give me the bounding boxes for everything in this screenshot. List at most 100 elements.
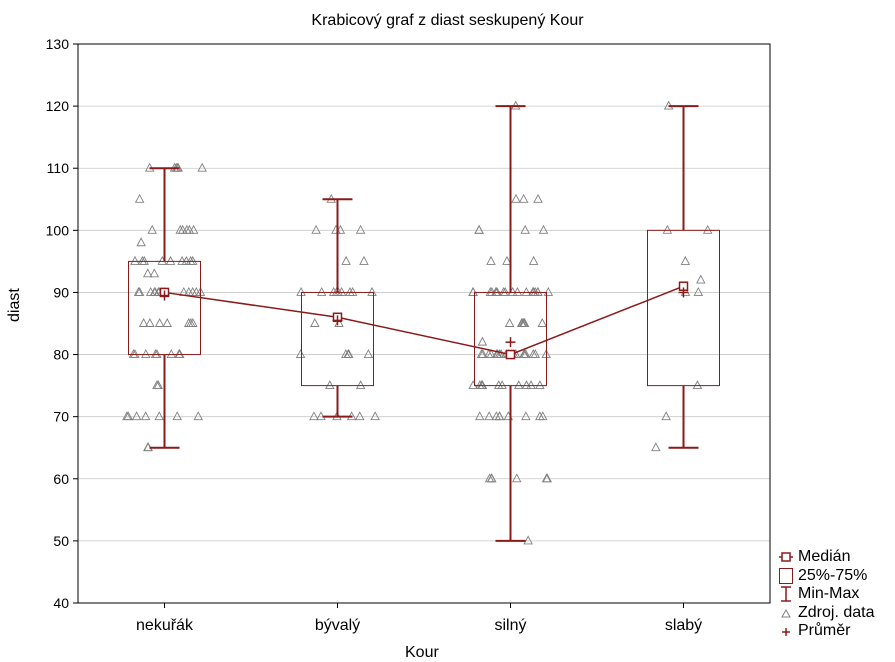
legend-item-median: Medián <box>778 548 874 567</box>
data-point <box>138 318 149 327</box>
median-connecting-line <box>164 285 684 356</box>
iqr-box <box>647 229 720 387</box>
iqr-box <box>474 291 547 387</box>
data-point <box>486 255 496 265</box>
data-point <box>344 349 354 359</box>
data-point <box>150 286 160 296</box>
data-point <box>512 286 523 296</box>
chart-title: Krabicový graf z diast seskupený Kour <box>311 12 584 29</box>
data-point <box>696 274 706 284</box>
data-point <box>197 162 207 172</box>
data-point <box>477 336 488 346</box>
boxes <box>128 105 720 542</box>
legend-label-minmax: Min-Max <box>798 585 860 603</box>
data-point <box>152 380 162 390</box>
data-point <box>521 411 531 421</box>
legend-item-minmax: Min-Max <box>778 585 874 604</box>
y-tick-label: 110 <box>47 160 70 176</box>
data-point <box>153 380 164 390</box>
data-point <box>474 224 484 234</box>
data-point <box>130 255 140 265</box>
data-point <box>134 193 145 203</box>
data-point <box>130 349 140 359</box>
data-point <box>468 286 478 296</box>
data-point <box>492 349 502 359</box>
data-point <box>136 237 146 247</box>
data-point <box>537 318 548 327</box>
legend: Medián 25%-75% Min-Max Zdroj. data Průmě… <box>778 548 874 641</box>
data-point <box>514 380 524 390</box>
data-point <box>341 255 351 265</box>
y-tick-label: 40 <box>53 595 69 611</box>
legend-label-iqr: 25%-75% <box>798 566 868 584</box>
data-point <box>193 411 204 421</box>
data-point <box>131 411 142 421</box>
data-point <box>154 411 164 421</box>
data-point <box>474 411 485 421</box>
data-point <box>186 318 196 327</box>
data-point <box>528 255 539 265</box>
median-marker <box>505 349 516 360</box>
data-point <box>526 380 536 390</box>
data-point <box>518 193 529 203</box>
plot-frame <box>77 43 771 604</box>
data-point <box>484 411 494 421</box>
y-tick-label: 130 <box>46 36 70 52</box>
data-point <box>486 349 496 359</box>
data-point <box>122 411 132 421</box>
data-point <box>661 411 671 421</box>
data-point <box>702 224 713 234</box>
data-point <box>128 349 139 359</box>
data-point <box>477 380 487 390</box>
data-point <box>295 349 306 359</box>
data-point <box>519 318 530 327</box>
x-tick-label: nekuřák <box>136 617 194 634</box>
data-point <box>535 380 545 390</box>
data-point <box>149 268 160 278</box>
median-and-mean-markers <box>159 281 689 360</box>
data-point <box>311 224 321 234</box>
data-point <box>141 349 151 359</box>
data-point <box>520 349 531 359</box>
data-point <box>538 224 549 234</box>
data-point <box>174 349 185 359</box>
data-point <box>188 224 199 234</box>
data-point <box>177 255 187 265</box>
iqr-box <box>128 260 201 356</box>
y-axis-label: diast <box>6 288 23 322</box>
data-point <box>347 286 358 296</box>
data-point <box>133 286 144 296</box>
data-point <box>521 286 532 296</box>
data-point <box>520 224 530 234</box>
data-point <box>533 286 543 296</box>
data-point <box>478 349 488 359</box>
data-point <box>154 318 165 327</box>
data-point <box>142 268 153 278</box>
data-point <box>162 318 172 327</box>
x-tick-label: silný <box>494 617 526 634</box>
data-point <box>140 411 151 421</box>
data-point <box>541 473 552 483</box>
data-point <box>150 349 161 359</box>
data-point <box>367 286 377 296</box>
whisker-icon <box>781 586 791 602</box>
data-point <box>521 380 532 390</box>
data-point <box>494 411 505 421</box>
data-point <box>166 349 177 359</box>
y-tick-label: 90 <box>53 284 69 300</box>
data-point <box>147 224 157 234</box>
data-point <box>487 286 497 296</box>
y-tick-label: 80 <box>53 347 69 363</box>
data-point <box>500 286 510 296</box>
plus-icon <box>782 628 790 637</box>
data-point <box>363 349 374 359</box>
data-point <box>309 411 319 421</box>
data-point <box>152 349 162 359</box>
data-point <box>692 380 703 390</box>
median-marker-icon <box>779 552 793 562</box>
median-line <box>164 285 684 356</box>
legend-item-raw: Zdroj. data <box>778 604 874 623</box>
y-tick-label: 120 <box>46 98 70 114</box>
triangle-icon <box>781 608 791 618</box>
